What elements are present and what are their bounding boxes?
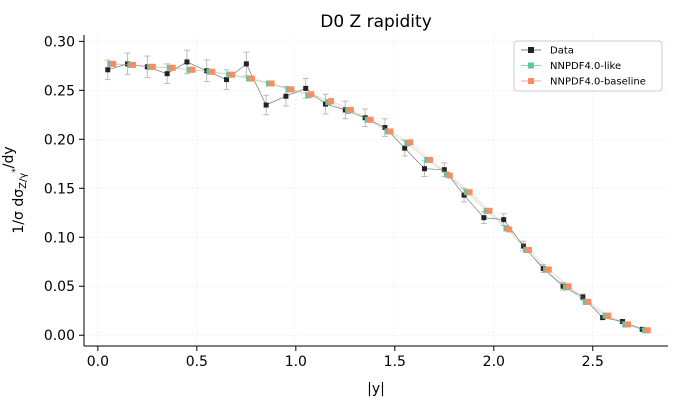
data-point [328,98,335,105]
legend-box [513,40,663,92]
grid [84,35,668,346]
y-axis-label-tail: /dy [1,146,17,168]
data-point [110,60,117,67]
data-point [169,64,176,71]
data-point [506,226,513,233]
y-tick-label: 0.10 [44,230,75,246]
data-point [422,166,428,172]
data-point [565,283,572,290]
data-point [105,67,111,73]
legend-marker [528,62,534,69]
data-point [288,86,295,93]
y-tick-label: 0.25 [44,83,75,99]
x-tick-label: 2.0 [483,354,505,370]
data-point [580,294,586,300]
data-point [441,167,447,173]
data-point [625,321,632,328]
data-point [347,106,354,113]
y-tick-label: 0.05 [44,279,75,295]
data-point [248,75,255,82]
legend-label: NNPDF4.0-baseline [550,77,646,88]
legend: Data NNPDF4.0-like NNPDF4.0-baseline [513,40,663,92]
data-point [263,102,269,108]
data-point [605,312,612,319]
data-point [427,156,434,163]
data-point [382,125,388,131]
data-point [268,80,275,87]
data-point [526,247,533,254]
y-tick-label: 0.30 [44,34,75,50]
chart-title: D0 Z rapidity [320,12,432,32]
data-point [283,93,289,99]
data-point [387,128,394,135]
x-tick-label: 1.5 [384,354,406,370]
data-point [303,85,309,91]
data-point [184,59,190,65]
data-point [367,116,374,123]
data-point [585,298,592,305]
data-point [209,68,216,75]
legend-label: Data [550,46,574,57]
data-point [486,207,493,214]
series-line [107,61,643,330]
data-point [644,327,651,334]
y-axis-label-superscript: * [11,168,21,173]
data-point [308,91,315,98]
x-tick-label: 1.0 [285,354,307,370]
y-axis-label-subscript: Z/γ [18,173,29,189]
data-point [407,139,414,146]
data-point [481,215,487,221]
data-point [402,145,408,151]
legend-marker [528,78,534,84]
data-point [520,243,526,249]
data-point [130,61,137,68]
data-point [466,189,473,196]
x-tick-label: 0.0 [87,354,109,370]
data-point [189,66,196,73]
data-point [446,172,453,179]
x-tick-label: 0.5 [186,354,208,370]
y-tick-label: 0.20 [44,132,75,148]
series-line [113,63,648,331]
data-point [229,71,236,78]
data-point [243,61,249,67]
y-tick-label: 0.00 [44,328,75,344]
x-tick-label: 2.5 [582,354,604,370]
series [105,59,651,334]
data-point [224,77,230,83]
legend-marker [528,47,534,53]
axes: 0.0 0.5 1.0 1.5 2.0 2.5 0.00 0.05 0.10 0.15 0.20 0.… [44,34,668,370]
data-point [164,71,170,77]
data-point [149,63,156,70]
x-axis-label: |y| [367,381,385,397]
data-point [501,217,507,223]
data-point [545,266,552,273]
y-tick-label: 0.15 [44,181,75,197]
legend-label: NNPDF4.0-like [550,61,621,72]
